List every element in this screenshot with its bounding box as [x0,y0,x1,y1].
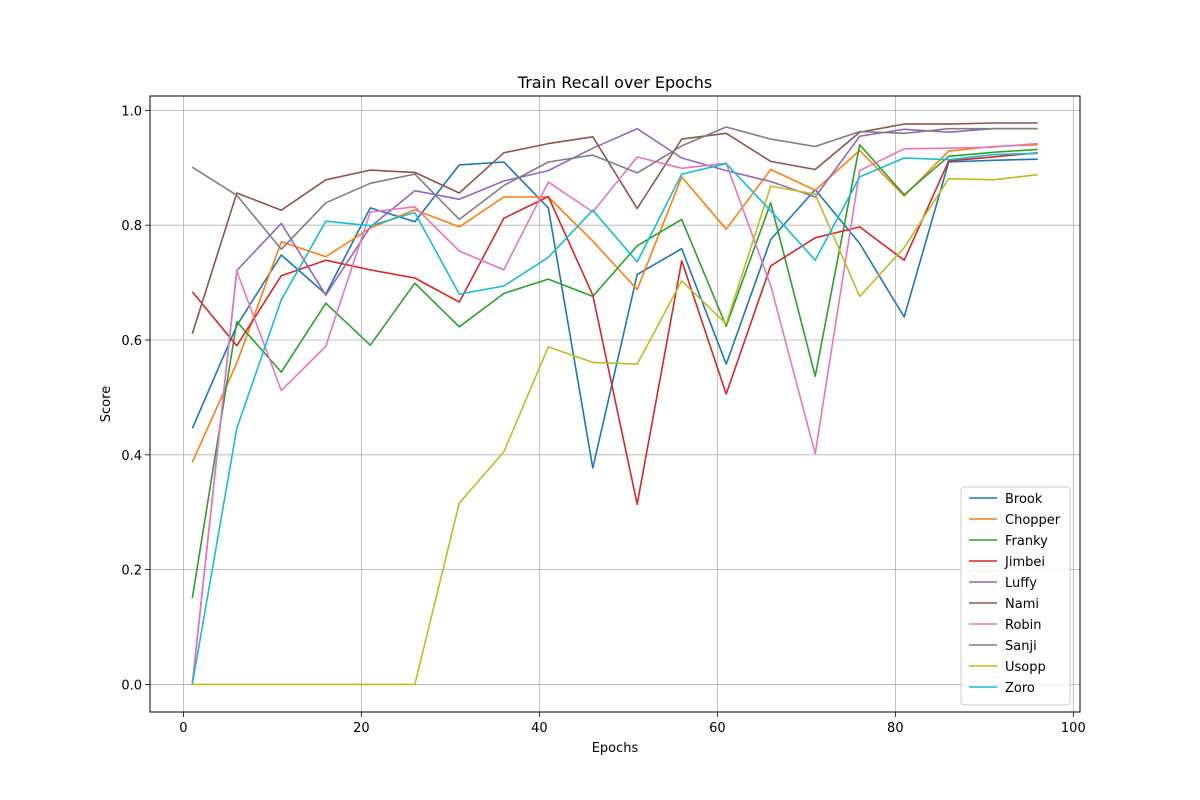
chart-title: Train Recall over Epochs [517,73,712,92]
series-line-sanji [191,126,1038,251]
x-tick-label: 60 [709,721,726,736]
legend-box [960,486,1071,706]
series-line-franky [191,144,1038,599]
legend-label-franky: Franky [1005,534,1048,549]
series-line-chopper [191,144,1038,463]
y-tick-label: 0.4 [121,449,142,464]
series-line-usopp [192,173,1038,686]
x-axis-label: Epochs [592,741,639,756]
series-line-zoro [191,152,1038,685]
legend-label-luffy: Luffy [1005,576,1037,591]
x-tick-label: 20 [353,721,370,736]
plot-frame [149,95,1081,713]
x-tick-label: 0 [179,721,187,736]
legend-label-zoro: Zoro [1005,681,1035,696]
y-tick-label: 1.0 [121,104,142,119]
legend-label-sanji: Sanji [1005,639,1037,654]
legend-label-nami: Nami [1005,597,1039,612]
x-tick-label: 40 [531,721,548,736]
y-tick-label: 0.0 [121,678,142,693]
series-line-robin [191,142,1038,685]
legend-label-brook: Brook [1005,492,1043,507]
series-lines [191,122,1038,686]
legend: Brook Chopper Franky Jimbei Luffy Nami Robin Sa… [960,486,1071,706]
legend-label-jimbei: Jimbei [1004,555,1045,570]
series-line-luffy [191,127,1038,685]
y-axis-label: Score [99,386,114,422]
legend-label-usopp: Usopp [1005,660,1046,675]
series-line-brook [191,158,1038,469]
x-tick-label: 80 [887,721,904,736]
legend-label-chopper: Chopper [1005,513,1061,528]
y-tick-label: 0.6 [121,334,142,349]
x-tick-label: 100 [1061,721,1086,736]
series-line-nami [191,122,1038,334]
y-tick-label: 0.8 [121,219,142,234]
legend-label-robin: Robin [1005,618,1042,633]
y-tick-label: 0.2 [121,564,142,579]
axis-ticks: 0 20 40 60 80 100 0.0 0.2 0.4 0.6 0.8 1.0 [121,104,1085,736]
